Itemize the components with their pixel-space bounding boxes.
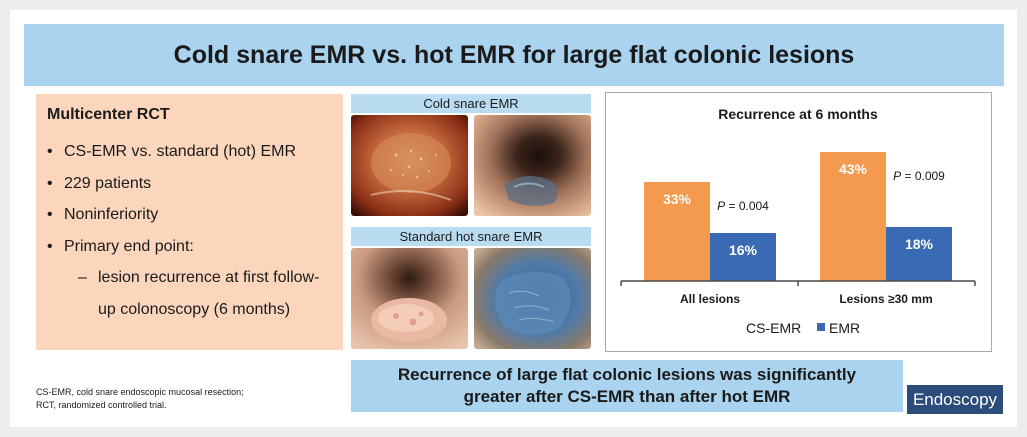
category-label: All lesions bbox=[680, 292, 740, 306]
bar-emr bbox=[710, 233, 776, 281]
conclusion-banner: Recurrence of large flat colonic lesions… bbox=[351, 360, 903, 412]
conclusion-line: Recurrence of large flat colonic lesions… bbox=[397, 365, 857, 384]
study-bullet-list: CS-EMR vs. standard (hot) EMR 229 patien… bbox=[47, 136, 332, 262]
journal-logo: Endoscopy bbox=[907, 385, 1003, 414]
legend-label-emr: EMR bbox=[829, 320, 860, 336]
footnote-line: RCT, randomized controlled trial. bbox=[36, 400, 167, 410]
footnote-line: CS-EMR, cold snare endoscopic mucosal re… bbox=[36, 387, 244, 397]
dash-marker: – bbox=[78, 269, 87, 286]
p-value-label: P = 0.004 bbox=[717, 199, 769, 213]
study-summary-box: Multicenter RCT CS-EMR vs. standard (hot… bbox=[36, 94, 343, 350]
bar-cs-emr bbox=[644, 182, 710, 281]
hot-snare-photo-before bbox=[351, 248, 468, 349]
legend-swatch-emr bbox=[817, 323, 825, 331]
page-title: Cold snare EMR vs. hot EMR for large fla… bbox=[173, 40, 855, 69]
study-sub-bullet: – lesion recurrence at first follow- up … bbox=[47, 262, 332, 325]
data-label-cs-emr: 43% bbox=[839, 161, 868, 177]
sub-bullet-line: up colonoscopy (6 months) bbox=[98, 300, 291, 318]
hot-snare-photo-after bbox=[474, 248, 591, 349]
cold-snare-photo-before bbox=[351, 115, 468, 216]
data-label-emr: 18% bbox=[905, 236, 934, 252]
sub-bullet-line: lesion recurrence at first follow- bbox=[98, 269, 320, 286]
study-heading: Multicenter RCT bbox=[47, 106, 170, 123]
data-label-emr: 16% bbox=[729, 242, 758, 258]
recurrence-chart: Recurrence at 6 months 33% 16% P = 0.004 Al… bbox=[605, 92, 992, 352]
cold-snare-label: Cold snare EMR bbox=[351, 94, 591, 113]
chart-title: Recurrence at 6 months bbox=[718, 106, 878, 122]
legend-label-cs-emr: CS-EMR bbox=[746, 320, 801, 336]
study-bullet: Noninferiority bbox=[47, 199, 332, 231]
bar-chart-svg: Recurrence at 6 months 33% 16% P = 0.004 Al… bbox=[620, 106, 976, 336]
study-bullet: 229 patients bbox=[47, 168, 332, 200]
conclusion-line: greater after CS-EMR than after hot EMR bbox=[463, 387, 791, 406]
chart-legend: CS-EMR EMR bbox=[746, 320, 860, 336]
category-label: Lesions ≥30 mm bbox=[839, 292, 932, 306]
hot-snare-label: Standard hot snare EMR bbox=[351, 227, 591, 246]
bar-emr bbox=[886, 227, 952, 281]
p-value-label: P = 0.009 bbox=[893, 169, 945, 183]
study-bullet: Primary end point: bbox=[47, 231, 332, 263]
title-banner: Cold snare EMR vs. hot EMR for large fla… bbox=[24, 24, 1004, 86]
bar-cs-emr bbox=[820, 152, 886, 281]
data-label-cs-emr: 33% bbox=[663, 191, 692, 207]
abbreviation-footnote: CS-EMR, cold snare endoscopic mucosal re… bbox=[36, 386, 244, 412]
study-bullet: CS-EMR vs. standard (hot) EMR bbox=[47, 136, 332, 168]
cold-snare-photo-after bbox=[474, 115, 591, 216]
